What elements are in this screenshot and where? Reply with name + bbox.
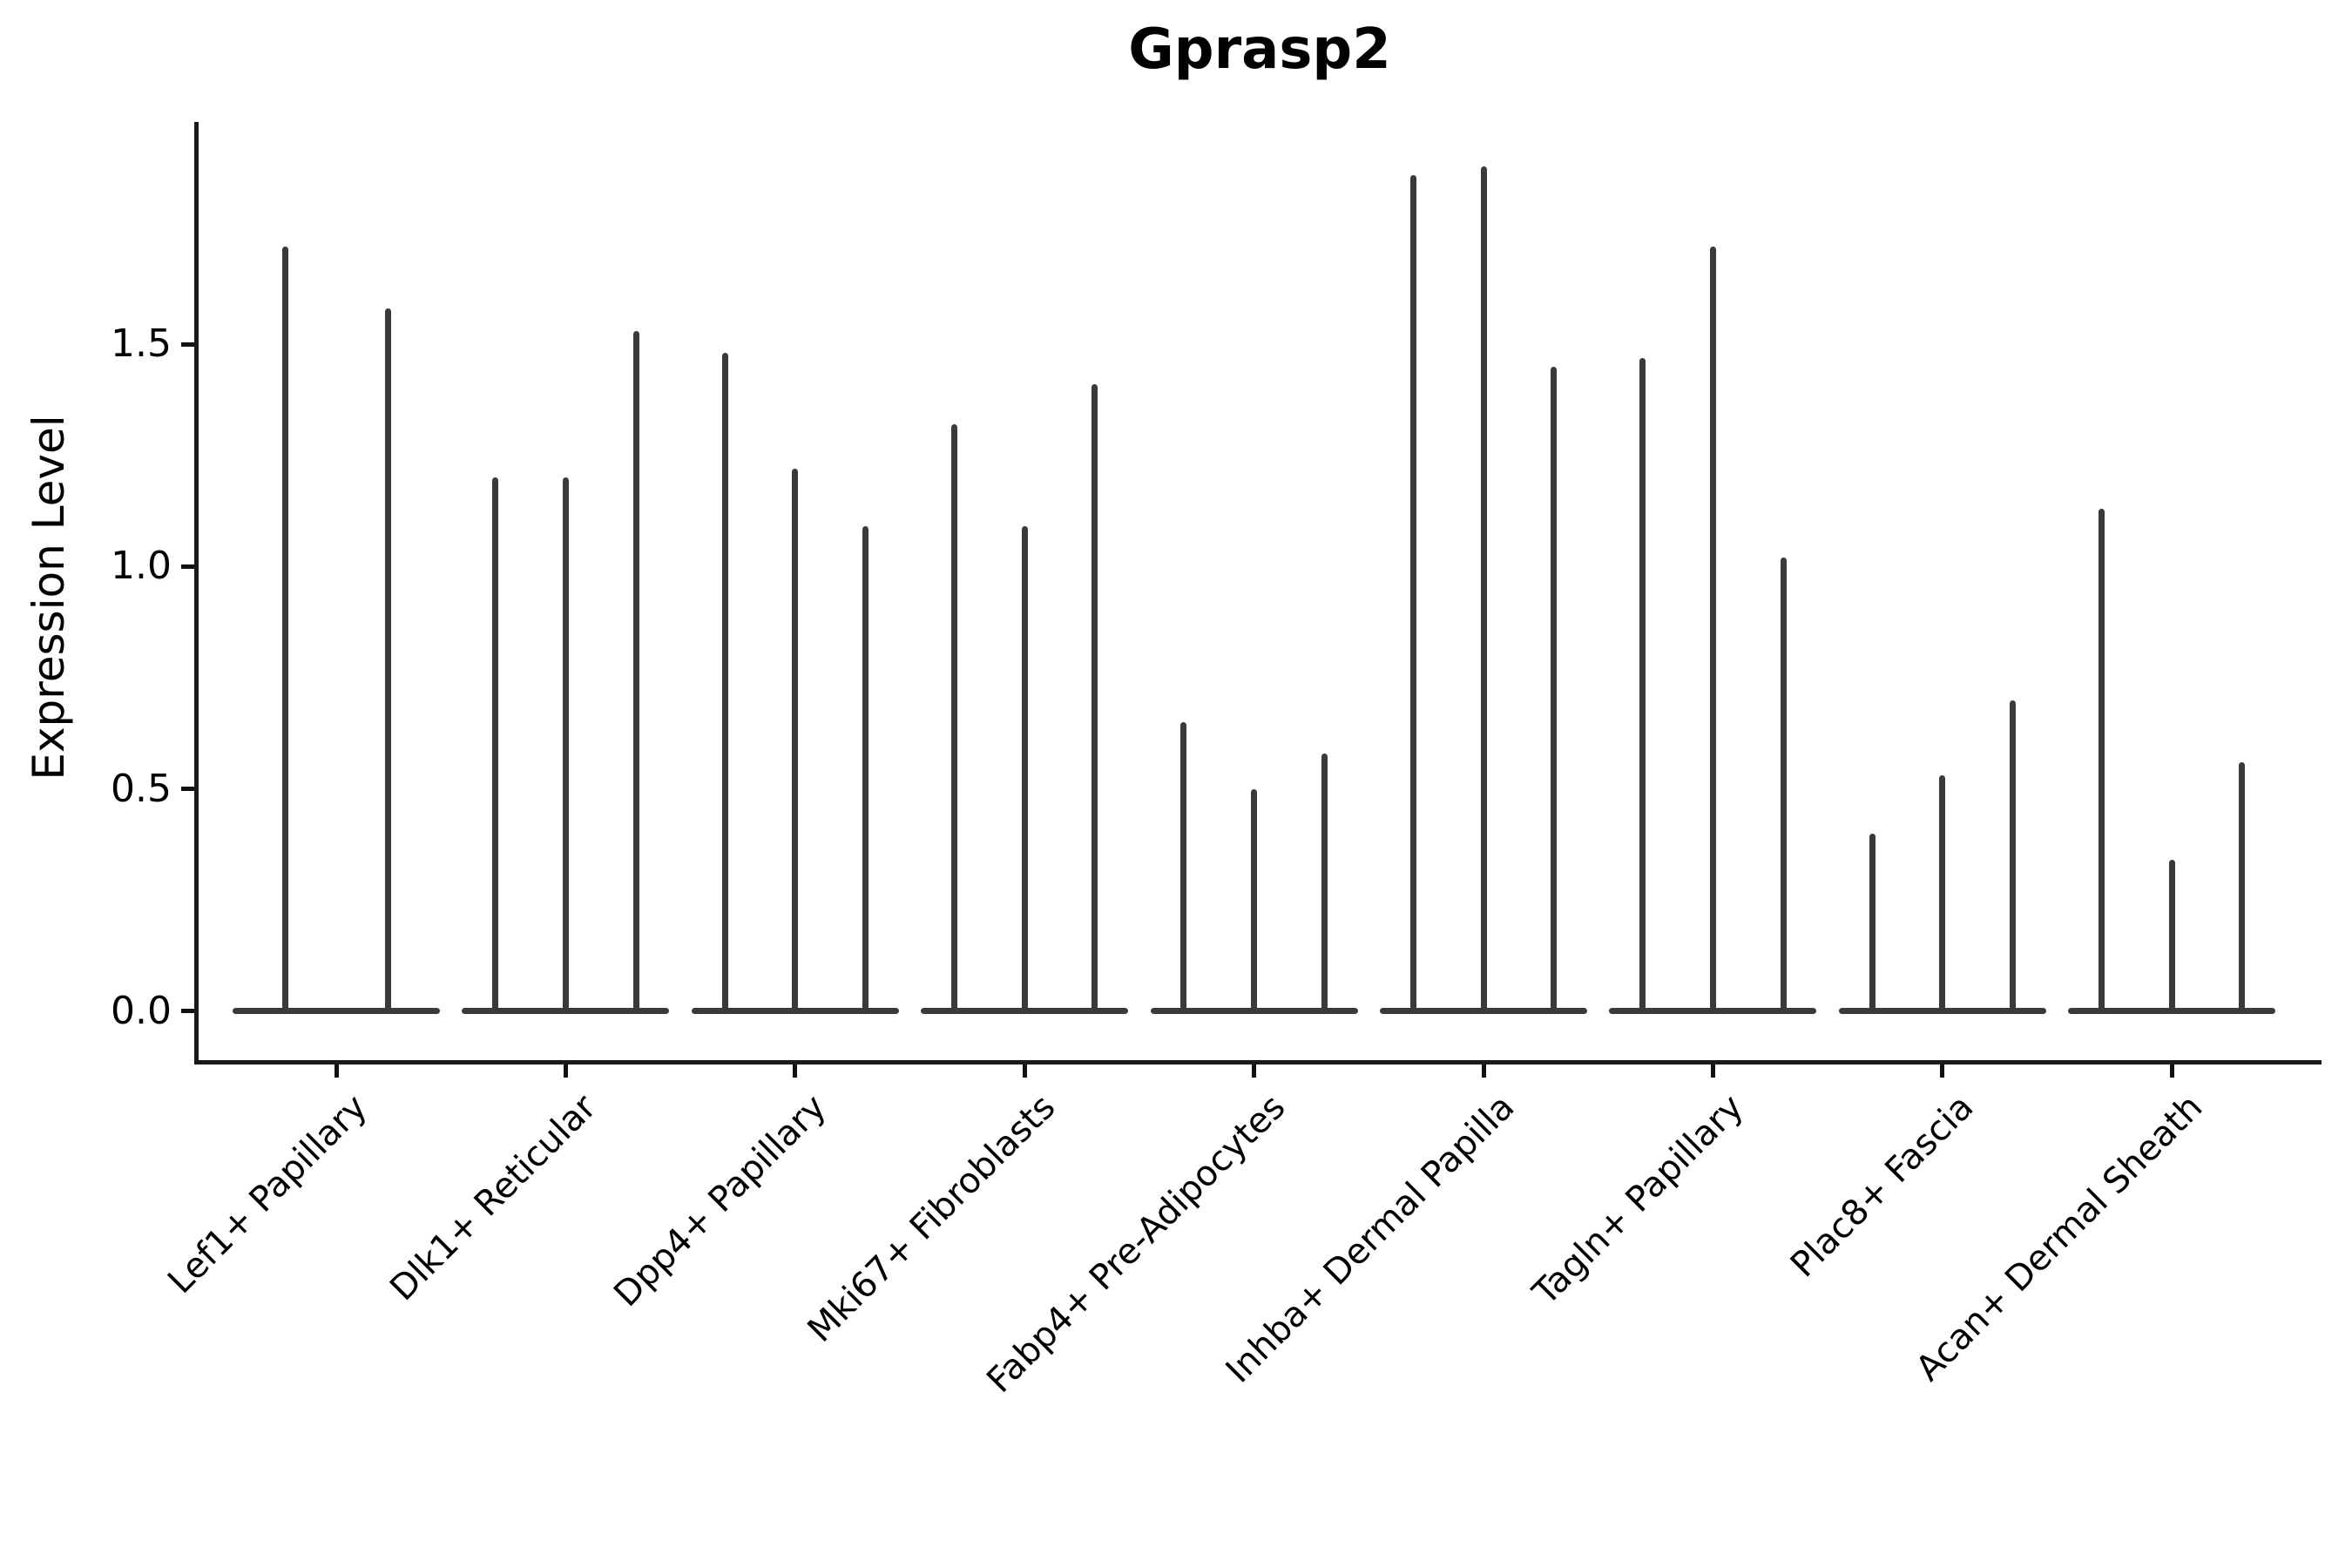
- x-tick-label: Mki67+ Fibroblasts: [800, 1086, 1064, 1350]
- y-tick-label: 0.5: [111, 766, 172, 811]
- violin-spike: [2239, 762, 2246, 1013]
- x-tick-label: Dpp4+ Papillary: [605, 1086, 835, 1315]
- violin-spike: [2010, 700, 2016, 1013]
- violin-spike: [562, 477, 569, 1013]
- violin-spike: [1409, 175, 1416, 1013]
- violin-spike: [492, 477, 499, 1013]
- violin-spike: [1480, 166, 1487, 1013]
- violin-spike: [1551, 366, 1558, 1013]
- x-tick: [1710, 1064, 1715, 1078]
- violin-spike: [951, 424, 957, 1013]
- x-tick: [1481, 1064, 1486, 1078]
- y-tick: [181, 787, 194, 792]
- x-tick: [1022, 1064, 1027, 1078]
- x-tick: [563, 1064, 568, 1078]
- x-tick-label: Dlk1+ Reticular: [382, 1086, 605, 1309]
- violin-spike: [1251, 788, 1258, 1013]
- y-tick-label: 1.0: [111, 544, 172, 589]
- x-axis-spine: [194, 1060, 2322, 1064]
- x-tick: [1252, 1064, 1257, 1078]
- x-tick-label: Inhba+ Dermal Papilla: [1218, 1086, 1523, 1391]
- y-tick-label: 1.5: [111, 321, 172, 367]
- chart-title: Gprasp2: [1128, 17, 1391, 82]
- y-axis-label: Expression Level: [24, 415, 74, 781]
- violin-spike: [384, 308, 391, 1013]
- violin-spike: [1709, 246, 1716, 1013]
- x-tick-label: Acan+ Dermal Sheath: [1909, 1086, 2211, 1389]
- x-tick-label: Fabp4+ Pre-Adipocytes: [978, 1086, 1293, 1401]
- y-tick: [181, 1009, 194, 1014]
- x-tick: [334, 1064, 339, 1078]
- violin-spike: [1180, 722, 1187, 1013]
- violin-spike: [1639, 357, 1646, 1013]
- violin-spike: [721, 353, 728, 1013]
- y-axis-spine: [194, 122, 199, 1064]
- x-tick: [2169, 1064, 2174, 1078]
- x-tick-label: Tagln+ Papillary: [1525, 1086, 1752, 1314]
- violin-spike: [281, 246, 288, 1013]
- violin-base-line: [233, 1008, 440, 1015]
- violin-spike: [862, 526, 868, 1013]
- violin-spike: [1869, 833, 1876, 1013]
- x-tick: [1940, 1064, 1945, 1078]
- violin-spike: [1321, 753, 1328, 1013]
- x-tick: [793, 1064, 798, 1078]
- violin-spike: [1780, 558, 1787, 1013]
- x-tick-label: Lef1+ Papillary: [160, 1086, 375, 1302]
- violin-spike: [2099, 509, 2105, 1013]
- violin-spike: [792, 469, 799, 1013]
- violin-spike: [2168, 860, 2175, 1013]
- y-tick-label: 0.0: [111, 988, 172, 1033]
- violin-spike: [1092, 384, 1098, 1013]
- plot-area: 0.0 0.5 1.0 1.5 Lef1+ Papillary Dlk1+ Reticul…: [111, 122, 2322, 1401]
- x-tick-label: Plac8+ Fascia: [1782, 1086, 1982, 1286]
- violin-spike: [1939, 775, 1946, 1013]
- y-tick: [181, 341, 194, 347]
- y-tick: [181, 564, 194, 569]
- violin-spike: [632, 330, 639, 1013]
- violin-spike: [1021, 526, 1028, 1013]
